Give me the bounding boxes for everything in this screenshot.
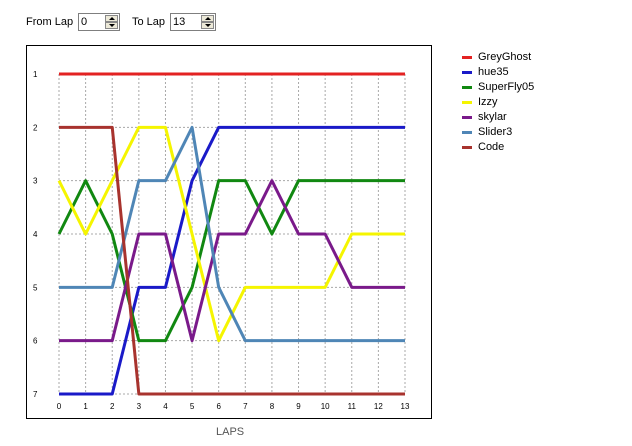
from-lap-stepper[interactable] <box>78 13 120 31</box>
series-line-slider3 <box>59 125 405 343</box>
to-lap-stepper[interactable] <box>170 13 216 31</box>
legend-swatch <box>462 131 472 134</box>
legend-label: Code <box>478 141 505 153</box>
y-tick-label: 3 <box>33 177 38 186</box>
arrow-up-icon <box>108 17 115 20</box>
legend-swatch <box>462 56 472 59</box>
to-lap-decrement-button[interactable] <box>201 22 214 29</box>
x-tick-label: 6 <box>216 402 221 411</box>
legend-label: GreyGhost <box>478 51 532 63</box>
x-tick-label: 0 <box>57 402 62 411</box>
legend-swatch <box>462 71 472 74</box>
arrow-up-icon <box>204 17 211 20</box>
x-tick-label: 8 <box>270 402 275 411</box>
legend-swatch <box>462 86 472 89</box>
y-tick-label: 5 <box>33 283 38 292</box>
x-tick-label: 10 <box>321 402 330 411</box>
to-lap-increment-button[interactable] <box>201 15 214 22</box>
x-axis-label: LAPS <box>216 426 245 438</box>
x-tick-label: 13 <box>401 402 410 411</box>
x-tick-label: 12 <box>374 402 383 411</box>
x-tick-label: 4 <box>163 402 168 411</box>
x-tick-label: 11 <box>348 402 357 411</box>
to-lap-label: To Lap <box>132 16 166 28</box>
series-line-superfly05 <box>57 179 405 343</box>
x-tick-label: 5 <box>190 402 195 411</box>
x-tick-label: 3 <box>137 402 142 411</box>
y-tick-label: 2 <box>33 123 38 132</box>
legend-label: Slider3 <box>478 126 513 138</box>
arrow-down-icon <box>108 24 115 27</box>
from-lap-input[interactable] <box>81 15 103 29</box>
legend-label: skylar <box>478 111 507 123</box>
y-tick-label: 7 <box>33 390 38 399</box>
legend-swatch <box>462 146 472 149</box>
position-chart: 1 2 3 4 5 6 7 0 1 2 3 4 5 6 7 8 9 10 11 12 13 <box>26 45 432 419</box>
legend-swatch <box>462 101 472 104</box>
legend-label: hue35 <box>478 66 509 78</box>
y-tick-label: 4 <box>33 230 38 239</box>
series-line-skylar <box>59 179 405 343</box>
legend-label: Izzy <box>478 96 498 108</box>
y-tick-label: 1 <box>33 70 38 79</box>
x-tick-label: 9 <box>296 402 301 411</box>
from-lap-decrement-button[interactable] <box>105 22 118 29</box>
series-line-hue35 <box>59 125 405 396</box>
x-tick-label: 1 <box>83 402 88 411</box>
series-line-code <box>59 125 405 396</box>
x-tick-label: 7 <box>243 402 248 411</box>
to-lap-input[interactable] <box>173 15 195 29</box>
from-lap-increment-button[interactable] <box>105 15 118 22</box>
from-lap-label: From Lap <box>26 16 74 28</box>
legend-label: SuperFly05 <box>478 81 535 93</box>
y-tick-label: 6 <box>33 337 38 346</box>
arrow-down-icon <box>204 24 211 27</box>
legend-swatch <box>462 116 472 119</box>
x-tick-label: 2 <box>110 402 115 411</box>
